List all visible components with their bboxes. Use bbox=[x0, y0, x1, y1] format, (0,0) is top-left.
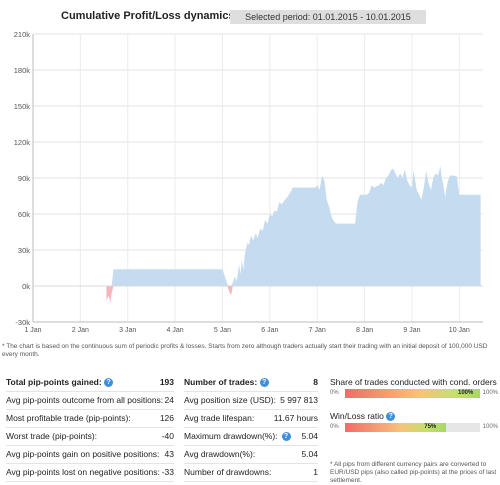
help-icon[interactable]: ? bbox=[281, 432, 291, 442]
x-tick-label: 5 Jan bbox=[214, 327, 231, 334]
x-tick-label: 2 Jan bbox=[72, 327, 89, 334]
pip-stat-value: -33 bbox=[161, 467, 174, 477]
pip-stat-value: -40 bbox=[161, 431, 174, 441]
cond-orders-track bbox=[345, 389, 480, 398]
y-tick-label: 180k bbox=[14, 66, 31, 75]
trade-stat-label: Avg drawdown(%): bbox=[184, 449, 256, 459]
trade-stat-label: Maximum drawdown(%): bbox=[184, 431, 278, 441]
trade-stat-value: 5 997 813 bbox=[280, 395, 318, 405]
help-icon[interactable]: ? bbox=[259, 378, 269, 388]
winloss-label: Win/Loss ratio bbox=[330, 411, 384, 421]
y-tick-label: 120k bbox=[14, 138, 31, 147]
pip-stat-row: Avg pip-points gain on positive position… bbox=[6, 446, 174, 464]
y-tick-label: 30k bbox=[18, 246, 30, 255]
winloss-track bbox=[345, 423, 480, 433]
pip-stats-panel: Total pip-points gained: ? 193 Avg pip-p… bbox=[6, 374, 174, 482]
y-tick-label: 60k bbox=[18, 210, 30, 219]
pip-conversion-note: * All pips from different currency pairs… bbox=[330, 461, 497, 484]
bar-fill bbox=[345, 423, 447, 433]
number-of-trades-label: Number of trades: bbox=[184, 377, 258, 387]
pip-stat-label: Avg pip-points gain on positive position… bbox=[6, 449, 160, 459]
trade-stat-row: Number of drawdowns: 1 bbox=[184, 464, 318, 482]
total-pips-row: Total pip-points gained: ? 193 bbox=[6, 374, 174, 392]
trade-stat-value: 11.67 hours bbox=[273, 413, 318, 423]
trade-stats-panel: Number of trades: ? 8 Avg position size … bbox=[184, 374, 318, 482]
x-tick-label: 1 Jan bbox=[24, 327, 41, 334]
loss-area bbox=[106, 286, 481, 303]
x-tick-label: 10 Jan bbox=[449, 327, 470, 334]
pip-stat-label: Worst trade (pip-points): bbox=[6, 431, 98, 441]
x-tick-label: 9 Jan bbox=[403, 327, 420, 334]
x-tick-label: 8 Jan bbox=[356, 327, 373, 334]
profit-area bbox=[106, 166, 481, 286]
pip-stat-label: Most profitable trade (pip-points): bbox=[6, 413, 131, 423]
total-pips-value: 193 bbox=[159, 377, 174, 387]
y-tick-label: 90k bbox=[18, 174, 30, 183]
pip-stat-label: Avg pip-points outcome from all position… bbox=[6, 395, 164, 405]
y-tick-label: 150k bbox=[14, 102, 31, 111]
x-tick-label: 7 Jan bbox=[309, 327, 326, 334]
cond-orders-section: Share of trades conducted with cond. ord… bbox=[330, 377, 498, 398]
cond-orders-label: Share of trades conducted with cond. ord… bbox=[330, 377, 497, 387]
pip-stat-row: Most profitable trade (pip-points): 126 bbox=[6, 410, 174, 428]
pip-stat-row: Avg pip-points outcome from all position… bbox=[6, 392, 174, 410]
cond-orders-bar: 0% 100% 100% bbox=[330, 389, 498, 398]
y-tick-label: -30k bbox=[15, 318, 30, 327]
bar-fill bbox=[345, 389, 480, 398]
chart-title: Cumulative Profit/Loss dynamics ($) bbox=[61, 10, 252, 22]
winloss-value: 75% bbox=[424, 424, 437, 431]
number-of-trades-row: Number of trades: ? 8 bbox=[184, 374, 318, 392]
x-tick-label: 6 Jan bbox=[261, 327, 278, 334]
winloss-section: Win/Loss ratio ? 0% 75% 100% bbox=[330, 411, 498, 433]
pip-stat-row: Worst trade (pip-points): -40 bbox=[6, 428, 174, 446]
y-tick-label: 210k bbox=[14, 30, 31, 39]
selected-period[interactable]: Selected period: 01.01.2015 - 10.01.2015 bbox=[230, 10, 426, 24]
pip-stat-label: Avg pip-points lost on negative position… bbox=[6, 467, 160, 477]
chart-header: Cumulative Profit/Loss dynamics ($) Sele… bbox=[0, 10, 500, 26]
total-pips-label: Total pip-points gained: bbox=[6, 377, 102, 387]
help-icon[interactable]: ? bbox=[104, 378, 114, 388]
profit-loss-chart: -30k 0k 30k 60k 90k 120k 150k 180k 210k 1 Jan 2 Ja… bbox=[14, 30, 483, 334]
x-tick-label: 3 Jan bbox=[119, 327, 136, 334]
winloss-max: 100% bbox=[482, 424, 498, 431]
trade-stat-value: 5.04 bbox=[301, 431, 318, 441]
trade-stat-value: 5.04 bbox=[301, 449, 318, 459]
help-icon[interactable]: ? bbox=[386, 412, 396, 422]
x-tick-label: 4 Jan bbox=[167, 327, 184, 334]
trade-stat-row: Avg trade lifespan: 11.67 hours bbox=[184, 410, 318, 428]
trade-stat-row: Avg drawdown(%): 5.04 bbox=[184, 446, 318, 464]
cond-orders-min: 0% bbox=[330, 390, 339, 396]
trade-stat-label: Avg position size (USD): bbox=[184, 395, 276, 405]
trade-stat-row: Avg position size (USD): 5 997 813 bbox=[184, 392, 318, 410]
trade-stat-label: Avg trade lifespan: bbox=[184, 413, 255, 423]
chart-footnote: * The chart is based on the continuous s… bbox=[2, 343, 488, 358]
pip-stat-value: 43 bbox=[164, 449, 174, 459]
number-of-trades-value: 8 bbox=[313, 377, 318, 387]
trade-stat-row: Maximum drawdown(%):? 5.04 bbox=[184, 428, 318, 446]
pip-stat-row: Avg pip-points lost on negative position… bbox=[6, 464, 174, 482]
cond-orders-max: 100% bbox=[482, 390, 498, 396]
pip-stat-value: 126 bbox=[159, 413, 174, 423]
winloss-bar: 0% 75% 100% bbox=[330, 423, 498, 433]
trade-stat-value: 1 bbox=[313, 467, 318, 477]
y-tick-label: 0k bbox=[22, 282, 30, 291]
trade-stat-label: Number of drawdowns: bbox=[184, 467, 272, 477]
cond-orders-value: 100% bbox=[458, 390, 474, 396]
winloss-min: 0% bbox=[330, 424, 339, 431]
pip-stat-value: 24 bbox=[164, 395, 174, 405]
